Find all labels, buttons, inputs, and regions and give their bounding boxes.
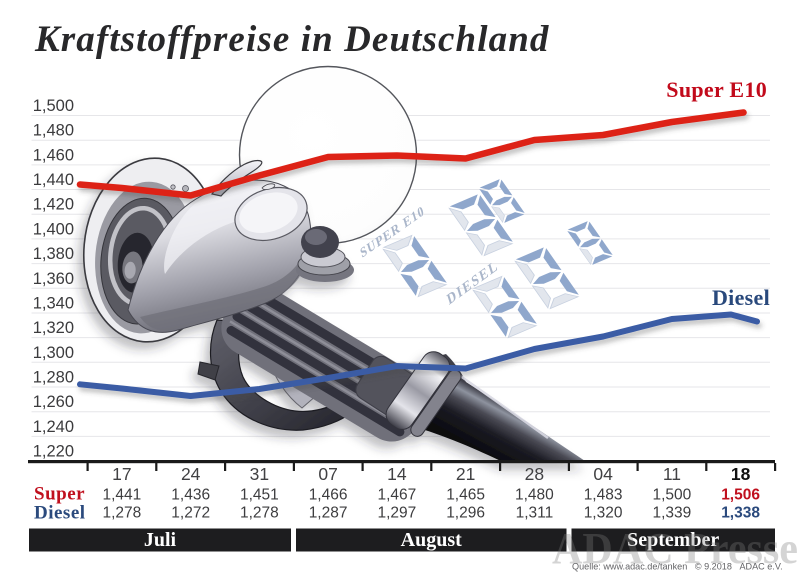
svg-text:1,420: 1,420 (33, 196, 74, 214)
svg-text:1,460: 1,460 (33, 146, 74, 164)
svg-text:1,440: 1,440 (33, 171, 74, 189)
svg-text:1,466: 1,466 (309, 487, 348, 504)
svg-text:11: 11 (663, 464, 681, 484)
svg-text:Quelle: www.adac.de/tanken ©: Quelle: www.adac.de/tanken © 9.2018 ADAC… (572, 562, 783, 572)
svg-text:14: 14 (387, 464, 407, 484)
svg-text:1,260: 1,260 (33, 393, 74, 411)
svg-text:1,506: 1,506 (721, 487, 760, 504)
svg-text:18: 18 (731, 464, 751, 484)
svg-text:1,320: 1,320 (584, 505, 623, 522)
svg-text:21: 21 (456, 464, 475, 484)
svg-text:1,360: 1,360 (33, 270, 74, 288)
svg-text:1,297: 1,297 (378, 505, 417, 522)
svg-text:1,436: 1,436 (171, 487, 210, 504)
svg-text:1,287: 1,287 (309, 505, 348, 522)
svg-text:28: 28 (525, 464, 544, 484)
svg-text:1,280: 1,280 (33, 369, 74, 387)
svg-text:07: 07 (318, 464, 337, 484)
svg-text:ADAC Presse: ADAC Presse (552, 524, 798, 573)
svg-text:1,278: 1,278 (103, 505, 142, 522)
svg-text:September: September (627, 529, 719, 551)
svg-text:31: 31 (250, 464, 269, 484)
svg-text:1,320: 1,320 (33, 319, 74, 337)
svg-text:1,467: 1,467 (378, 487, 417, 504)
svg-text:1,220: 1,220 (33, 443, 74, 461)
svg-text:1,483: 1,483 (584, 487, 623, 504)
svg-text:1,480: 1,480 (515, 487, 554, 504)
svg-text:1,272: 1,272 (171, 505, 210, 522)
svg-text:1,338: 1,338 (721, 505, 760, 522)
svg-text:1,340: 1,340 (33, 295, 74, 313)
svg-text:1,296: 1,296 (446, 505, 485, 522)
svg-text:17: 17 (112, 464, 131, 484)
svg-text:1,339: 1,339 (653, 505, 692, 522)
svg-text:1,441: 1,441 (103, 487, 142, 504)
svg-text:1,400: 1,400 (33, 220, 74, 238)
svg-text:Diesel: Diesel (34, 503, 86, 524)
svg-text:Juli: Juli (144, 529, 177, 551)
svg-text:1,300: 1,300 (33, 344, 74, 362)
svg-text:24: 24 (181, 464, 201, 484)
svg-text:1,240: 1,240 (33, 418, 74, 436)
svg-text:1,500: 1,500 (33, 97, 74, 115)
svg-text:1,278: 1,278 (240, 505, 279, 522)
svg-text:1,465: 1,465 (446, 487, 485, 504)
svg-text:Kraftstoffpreise in Deutschlan: Kraftstoffpreise in Deutschland (34, 19, 549, 60)
svg-text:Super: Super (34, 484, 85, 505)
svg-text:1,311: 1,311 (516, 505, 554, 522)
svg-text:04: 04 (593, 464, 613, 484)
svg-text:Super E10: Super E10 (666, 77, 767, 102)
svg-text:1,451: 1,451 (240, 487, 279, 504)
svg-text:1,480: 1,480 (33, 122, 74, 140)
svg-text:1,500: 1,500 (653, 487, 692, 504)
svg-text:Diesel: Diesel (712, 285, 770, 310)
svg-text:1,380: 1,380 (33, 245, 74, 263)
svg-text:August: August (401, 529, 462, 551)
